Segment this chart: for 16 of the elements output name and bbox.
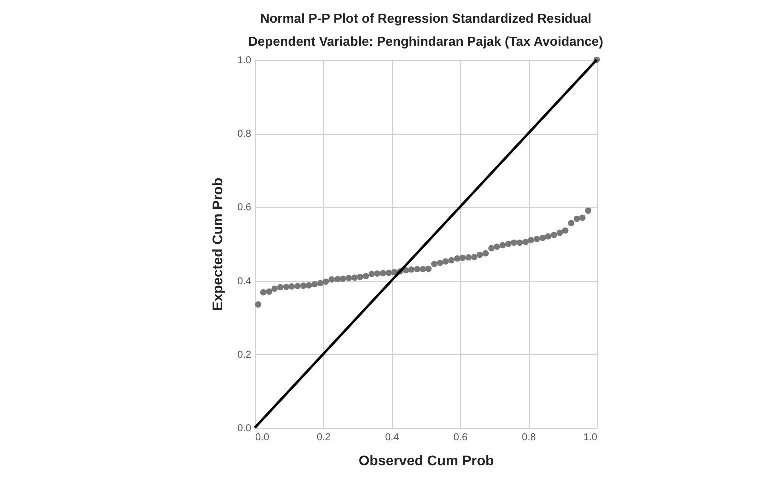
x-tick-label: 0.0 <box>256 432 270 444</box>
y-tick-label: 0.6 <box>238 202 252 214</box>
x-tick-label: 1.0 <box>584 432 598 444</box>
x-tick-label: 0.6 <box>454 432 468 444</box>
y-tick-label: 0.2 <box>238 350 252 361</box>
x-axis-title: Observed Cum Prob <box>358 452 494 468</box>
chart-title: Normal P-P Plot of Regression Standardized Residual <box>260 11 592 26</box>
x-tick-label: 0.2 <box>316 432 332 444</box>
y-tick-label: 0.8 <box>238 129 252 140</box>
y-tick-label: 0.4 <box>238 276 252 288</box>
x-tick-label: 0.8 <box>522 432 536 444</box>
y-tick-label: 1.0 <box>238 56 252 66</box>
chart-subtitle: Dependent Variable: Penghindaran Pajak (Tax Avoidance) <box>248 34 604 49</box>
y-tick-label: 0.0 <box>238 424 252 434</box>
x-tick-label: 0.4 <box>385 432 400 444</box>
y-axis-title: Expected Cum Prob <box>210 178 226 312</box>
